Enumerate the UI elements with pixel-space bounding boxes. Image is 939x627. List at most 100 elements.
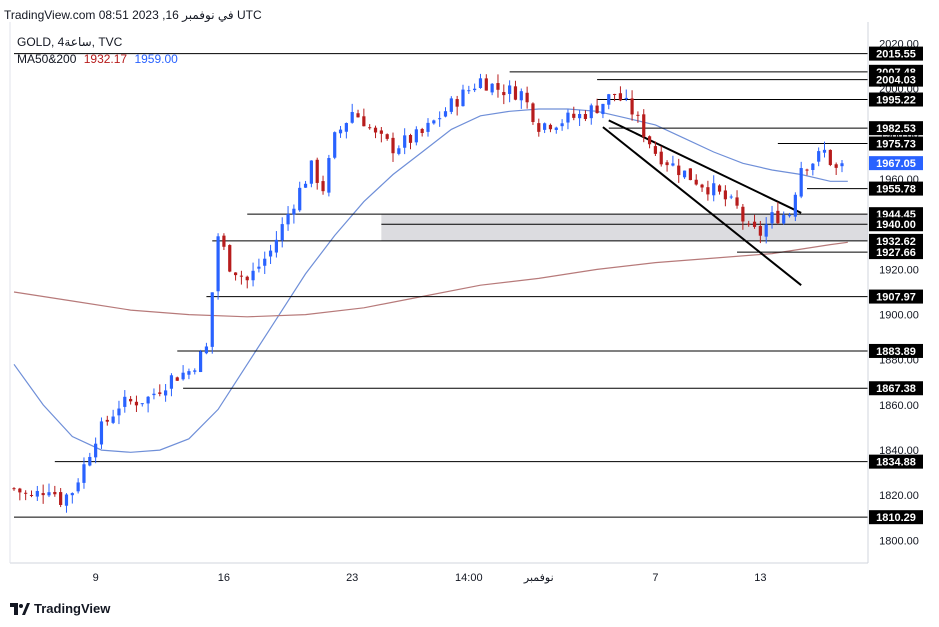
- candle-body: [560, 123, 564, 127]
- candle-body: [257, 266, 261, 269]
- candle-body: [618, 93, 623, 101]
- candle-body: [543, 123, 547, 130]
- candle-body: [397, 148, 401, 154]
- candle-body: [776, 210, 780, 224]
- candle-body: [735, 197, 739, 206]
- candle-body: [12, 488, 16, 490]
- axes: 1800.001820.001840.001860.001880.001900.…: [9, 22, 919, 584]
- candle-body: [88, 456, 92, 466]
- candle-body: [566, 112, 570, 123]
- y-tick-label: 1860.00: [879, 400, 919, 412]
- level-label: 1932.62: [876, 236, 916, 248]
- candle-body: [146, 396, 150, 404]
- x-tick-label: 13: [754, 572, 766, 584]
- candle-body: [268, 250, 273, 257]
- timestamp-header: TradingView.com 08:51 2023 ,16 في نوفمبر…: [4, 8, 262, 22]
- candle-body: [764, 224, 768, 237]
- candle-body: [817, 151, 821, 162]
- level-label-bg: [869, 181, 923, 196]
- candle-body: [368, 127, 372, 129]
- candle-body: [642, 114, 646, 137]
- ma200-line: [13, 241, 848, 318]
- level-label: 2015.55: [876, 49, 916, 61]
- level-label: 1982.53: [876, 123, 916, 135]
- brand-label: TradingView: [34, 601, 111, 616]
- candle-body: [117, 408, 121, 416]
- candle-body: [210, 292, 214, 347]
- candle-body: [129, 398, 133, 402]
- level-label-bg: [869, 233, 923, 248]
- candle-body: [379, 130, 383, 134]
- candle-body: [286, 214, 290, 225]
- candle-body: [298, 187, 302, 211]
- candle-body: [228, 245, 232, 272]
- x-tick-label: 16: [218, 572, 230, 584]
- candle-body: [245, 276, 249, 281]
- candle-body: [636, 114, 640, 116]
- candle-body: [76, 482, 80, 492]
- candle-body: [665, 162, 669, 166]
- candle-body: [682, 170, 687, 178]
- y-tick-label: 1900.00: [879, 310, 919, 322]
- level-label: 1995.22: [876, 95, 916, 107]
- candle-body: [671, 163, 675, 166]
- candle-body: [537, 123, 541, 132]
- candle-body: [700, 184, 704, 188]
- y-tick-label: 1920.00: [879, 264, 919, 276]
- candle-body: [239, 275, 244, 277]
- candle-body: [24, 492, 28, 494]
- candle-body: [612, 93, 617, 95]
- candle-body: [274, 239, 278, 253]
- candle-body: [263, 258, 267, 266]
- y-tick-label: 1840.00: [879, 445, 919, 457]
- ma200-value: 1959.00: [134, 52, 178, 66]
- level-label-bg: [869, 454, 923, 469]
- level-label-bg: [869, 136, 923, 151]
- candle-body: [799, 168, 803, 197]
- candle-body: [18, 488, 22, 493]
- candle-body: [770, 212, 774, 224]
- candle-body: [467, 90, 471, 92]
- x-tick-label: 23: [346, 572, 358, 584]
- candle-body: [222, 235, 226, 247]
- level-label-bg: [869, 121, 923, 136]
- candle-body: [688, 168, 692, 181]
- candle-body: [572, 113, 576, 118]
- candle-body: [187, 371, 191, 375]
- candle-body: [449, 98, 453, 112]
- candle-body: [822, 149, 827, 153]
- candle-body: [811, 163, 815, 170]
- candle-body: [175, 377, 179, 381]
- candle-body: [508, 85, 512, 94]
- candle-body: [706, 187, 710, 195]
- candle-body: [805, 169, 809, 171]
- candle-body: [554, 127, 558, 130]
- level-label-bg: [869, 46, 923, 61]
- candle-body: [59, 492, 63, 505]
- candle-body: [315, 159, 319, 183]
- candle-body: [327, 158, 331, 193]
- candle-body: [513, 86, 518, 100]
- level-label-bg: [869, 92, 923, 107]
- candle-body: [140, 403, 144, 405]
- candle-body: [169, 375, 174, 389]
- ma50-line: [13, 108, 848, 453]
- candle-body: [35, 491, 39, 497]
- candle-body: [717, 185, 722, 192]
- level-label-bg: [869, 217, 923, 232]
- candle-body: [519, 91, 523, 101]
- candle-body: [385, 134, 389, 139]
- candle-body: [630, 98, 634, 115]
- candle-body: [350, 111, 354, 123]
- level-label-bg: [869, 72, 923, 87]
- x-tick-label: نوفمبر: [523, 572, 554, 584]
- candle-body: [473, 88, 477, 91]
- candle-body: [356, 113, 360, 118]
- candle-body: [94, 443, 98, 458]
- tradingview-brand[interactable]: TradingView: [10, 601, 110, 616]
- candle-body: [41, 493, 45, 496]
- candle-body: [158, 392, 162, 394]
- candle-body: [303, 183, 308, 188]
- candle-body: [741, 206, 745, 222]
